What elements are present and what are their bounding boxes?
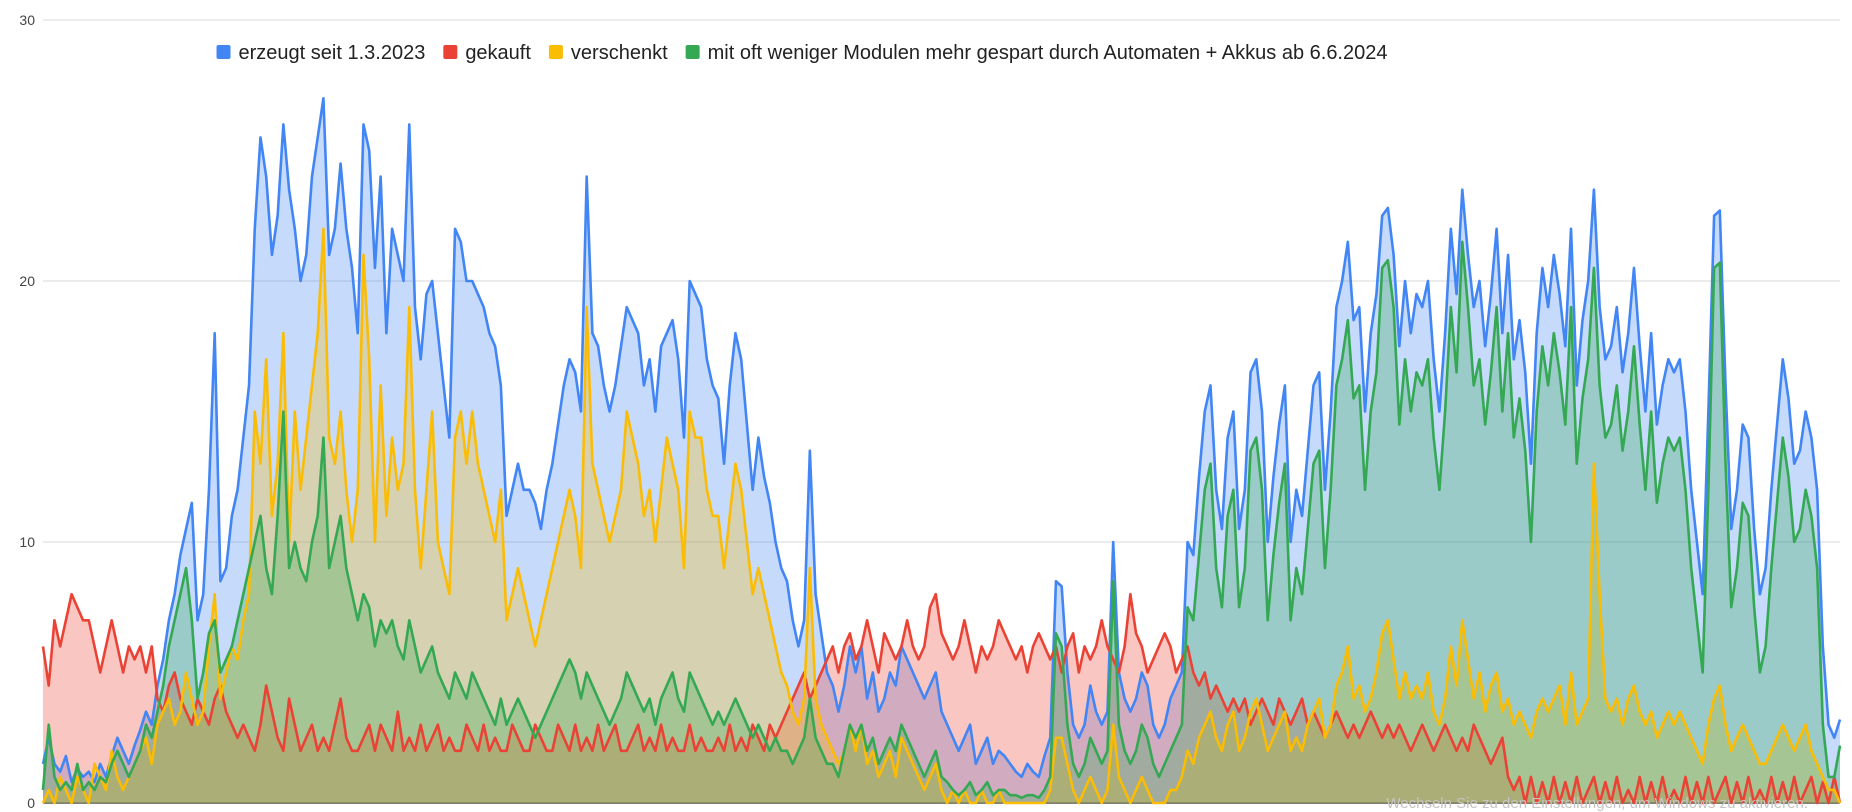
windows-activation-watermark: Wechseln Sie zu den Einstellungen, um Wi…	[1386, 795, 1808, 812]
legend-item-3: mit oft weniger Modulen mehr gespart dur…	[685, 42, 1388, 64]
y-tick-label: 10	[19, 534, 35, 550]
y-axis-tick-labels: 0 10 20 30	[19, 12, 35, 811]
y-tick-label: 30	[19, 12, 35, 28]
legend-label: verschenkt	[571, 42, 668, 64]
legend-swatch	[216, 45, 231, 59]
series-areas	[43, 98, 1840, 804]
series-area-1	[43, 594, 1840, 803]
legend-swatch	[443, 45, 458, 59]
series-lines	[41, 97, 1842, 805]
legend-item-0: erzeugt seit 1.3.2023	[216, 42, 426, 64]
legend-swatch	[685, 45, 700, 59]
y-tick-label: 20	[19, 273, 35, 289]
legend-item-1: gekauft	[443, 42, 531, 64]
legend-label: gekauft	[465, 42, 531, 64]
legend: erzeugt seit 1.3.2023 gekauft verschenkt mi…	[216, 42, 1388, 64]
series-line-3	[41, 240, 1842, 800]
series-area-2	[43, 228, 1840, 804]
legend-label: erzeugt seit 1.3.2023	[239, 42, 426, 64]
legend-item-2: verschenkt	[548, 42, 668, 64]
series-line-0	[41, 97, 1842, 784]
series-line-2	[41, 227, 1842, 805]
series-line-1	[41, 592, 1842, 805]
series-area-3	[43, 241, 1840, 804]
y-tick-label: 0	[27, 795, 35, 811]
legend-label: mit oft weniger Modulen mehr gespart dur…	[708, 42, 1388, 64]
legend-swatch	[548, 45, 563, 59]
